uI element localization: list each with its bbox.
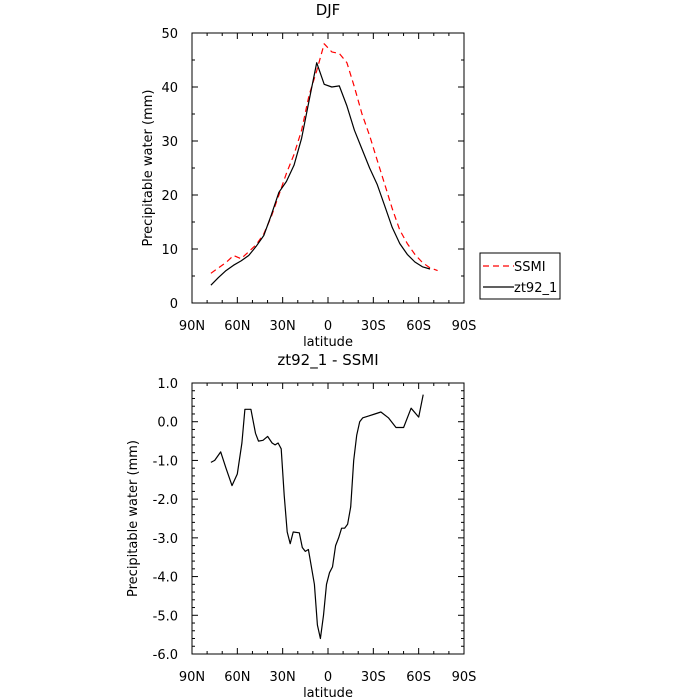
legend-label: SSMI [514, 260, 546, 275]
x-tick-label: 90N [179, 319, 205, 334]
y-tick-label: 10 [161, 243, 178, 258]
x-tick-label: 90S [452, 319, 477, 334]
series-line-ssmi [210, 43, 438, 274]
chart-title: DJF [316, 1, 341, 19]
y-tick-label: 1.0 [157, 377, 178, 392]
x-tick-label: 0 [324, 670, 332, 685]
x-tick-label: 90N [179, 670, 205, 685]
chart-title: zt92_1 - SSMI [277, 351, 378, 370]
x-tick-label: 30S [361, 670, 386, 685]
x-tick-label: 60S [406, 670, 431, 685]
y-tick-label: 0.0 [157, 416, 178, 431]
y-tick-label: -1.0 [153, 454, 178, 469]
plot-frame [191, 32, 465, 304]
x-tick-label: 0 [324, 319, 332, 334]
y-tick-label: 0 [170, 297, 178, 312]
y-tick-label: 30 [161, 135, 178, 150]
y-tick-label: 50 [161, 27, 178, 42]
x-tick-label: 90S [452, 670, 477, 685]
x-tick-label: 60N [224, 319, 250, 334]
y-tick-label: 20 [161, 189, 178, 204]
legend-label: zt92_1 [514, 281, 557, 296]
y-tick-label: -5.0 [153, 609, 178, 624]
y-tick-label: -2.0 [153, 493, 178, 508]
y-tick-label: 40 [161, 81, 178, 96]
y-tick-label: -6.0 [153, 648, 178, 663]
x-axis-label: latitude [303, 335, 353, 350]
x-axis-label: latitude [303, 686, 353, 700]
x-tick-label: 60S [406, 319, 431, 334]
x-tick-label: 30N [270, 319, 296, 334]
y-axis-label: Precipitable water (mm) [126, 440, 141, 597]
legend-box [479, 252, 561, 300]
x-tick-label: 60N [224, 670, 250, 685]
y-tick-label: -4.0 [153, 571, 178, 586]
series-line-zt92-1 [210, 62, 431, 286]
plot-frame [191, 382, 465, 655]
x-tick-label: 30S [361, 319, 386, 334]
y-axis-label: Precipitable water (mm) [141, 90, 156, 247]
y-tick-label: -3.0 [153, 532, 178, 547]
series-line-zt92-1-ssmi [210, 394, 424, 640]
x-tick-label: 30N [270, 670, 296, 685]
